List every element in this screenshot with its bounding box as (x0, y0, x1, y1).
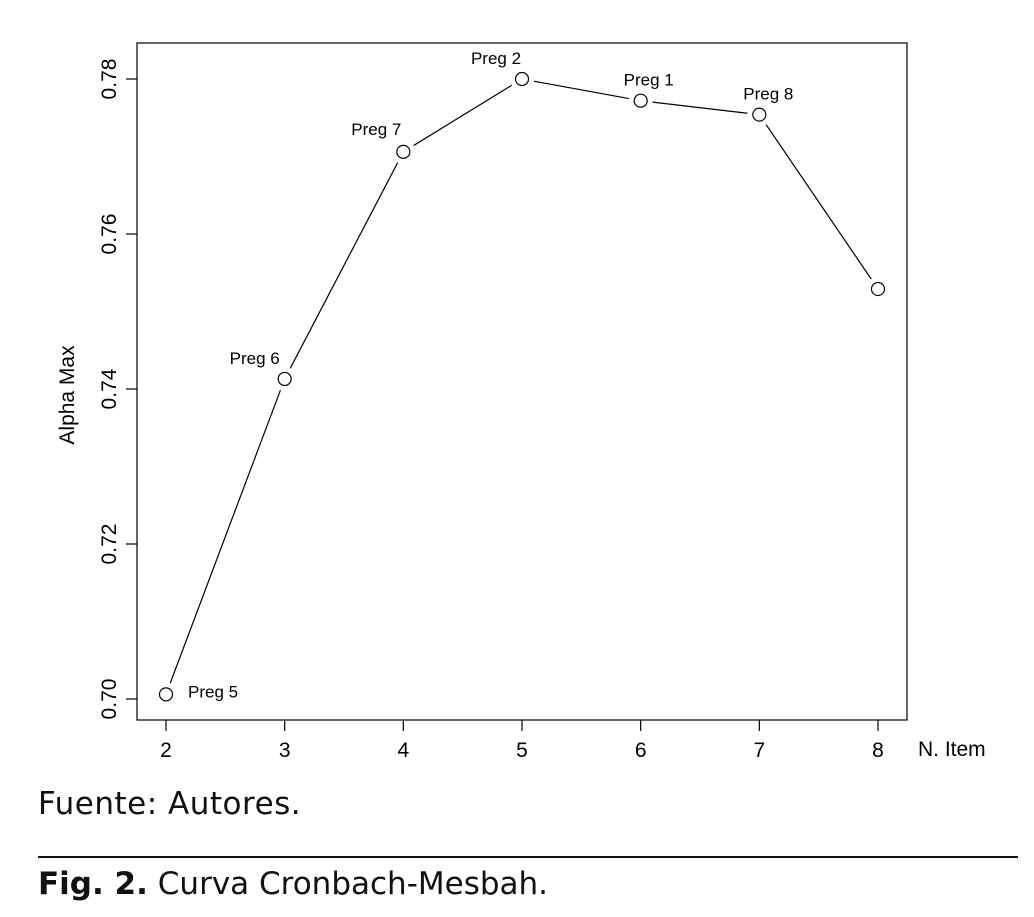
x-tick-label: 6 (635, 739, 647, 762)
plot-frame (136, 42, 908, 721)
source-note: Fuente: Autores. (38, 786, 302, 822)
data-point (633, 93, 648, 108)
line-segment (765, 124, 872, 280)
point-label: Preg 7 (351, 120, 401, 139)
y-axis-label: Alpha Max (56, 345, 79, 445)
x-tick-label: 3 (279, 739, 291, 762)
y-tick-label: 0.72 (98, 524, 121, 565)
figure-label: Fig. 2. (38, 866, 148, 902)
point-label: Preg 5 (188, 682, 238, 701)
data-point (514, 71, 530, 87)
data-point (277, 371, 292, 387)
x-tick-label: 7 (753, 739, 765, 762)
data-point (870, 281, 886, 297)
y-tick-label: 0.74 (98, 368, 121, 409)
y-tick-label: 0.70 (98, 679, 121, 720)
line-segment (169, 389, 282, 684)
point-label: Preg 2 (471, 49, 521, 68)
point-label: Preg 8 (743, 85, 793, 104)
x-tick-label: 2 (160, 739, 172, 762)
chart: 2 3 4 5 6 7 8 0.70 0.72 0.74 0.76 0.78 Preg 5 Preg … (56, 42, 986, 762)
divider (38, 856, 1018, 858)
data-point (752, 107, 767, 122)
point-label: Preg 6 (230, 349, 280, 368)
line-segment (289, 162, 399, 369)
figure-title: Curva Cronbach-Mesbah. (147, 866, 549, 902)
figure-caption: Fig. 2. Curva Cronbach-Mesbah. (38, 866, 548, 902)
y-tick-label: 0.78 (98, 59, 121, 100)
x-tick-label: 5 (516, 739, 528, 762)
x-axis-label: N. Item (918, 738, 986, 761)
x-tick-label: 4 (397, 739, 409, 762)
line-segment (533, 80, 629, 100)
data-point (158, 687, 174, 702)
point-label: Preg 1 (624, 71, 674, 90)
y-tick-label: 0.76 (98, 214, 121, 255)
data-point (396, 144, 411, 159)
line-segment (413, 84, 513, 147)
x-tick-label: 8 (872, 739, 884, 762)
line-segment (652, 101, 748, 114)
